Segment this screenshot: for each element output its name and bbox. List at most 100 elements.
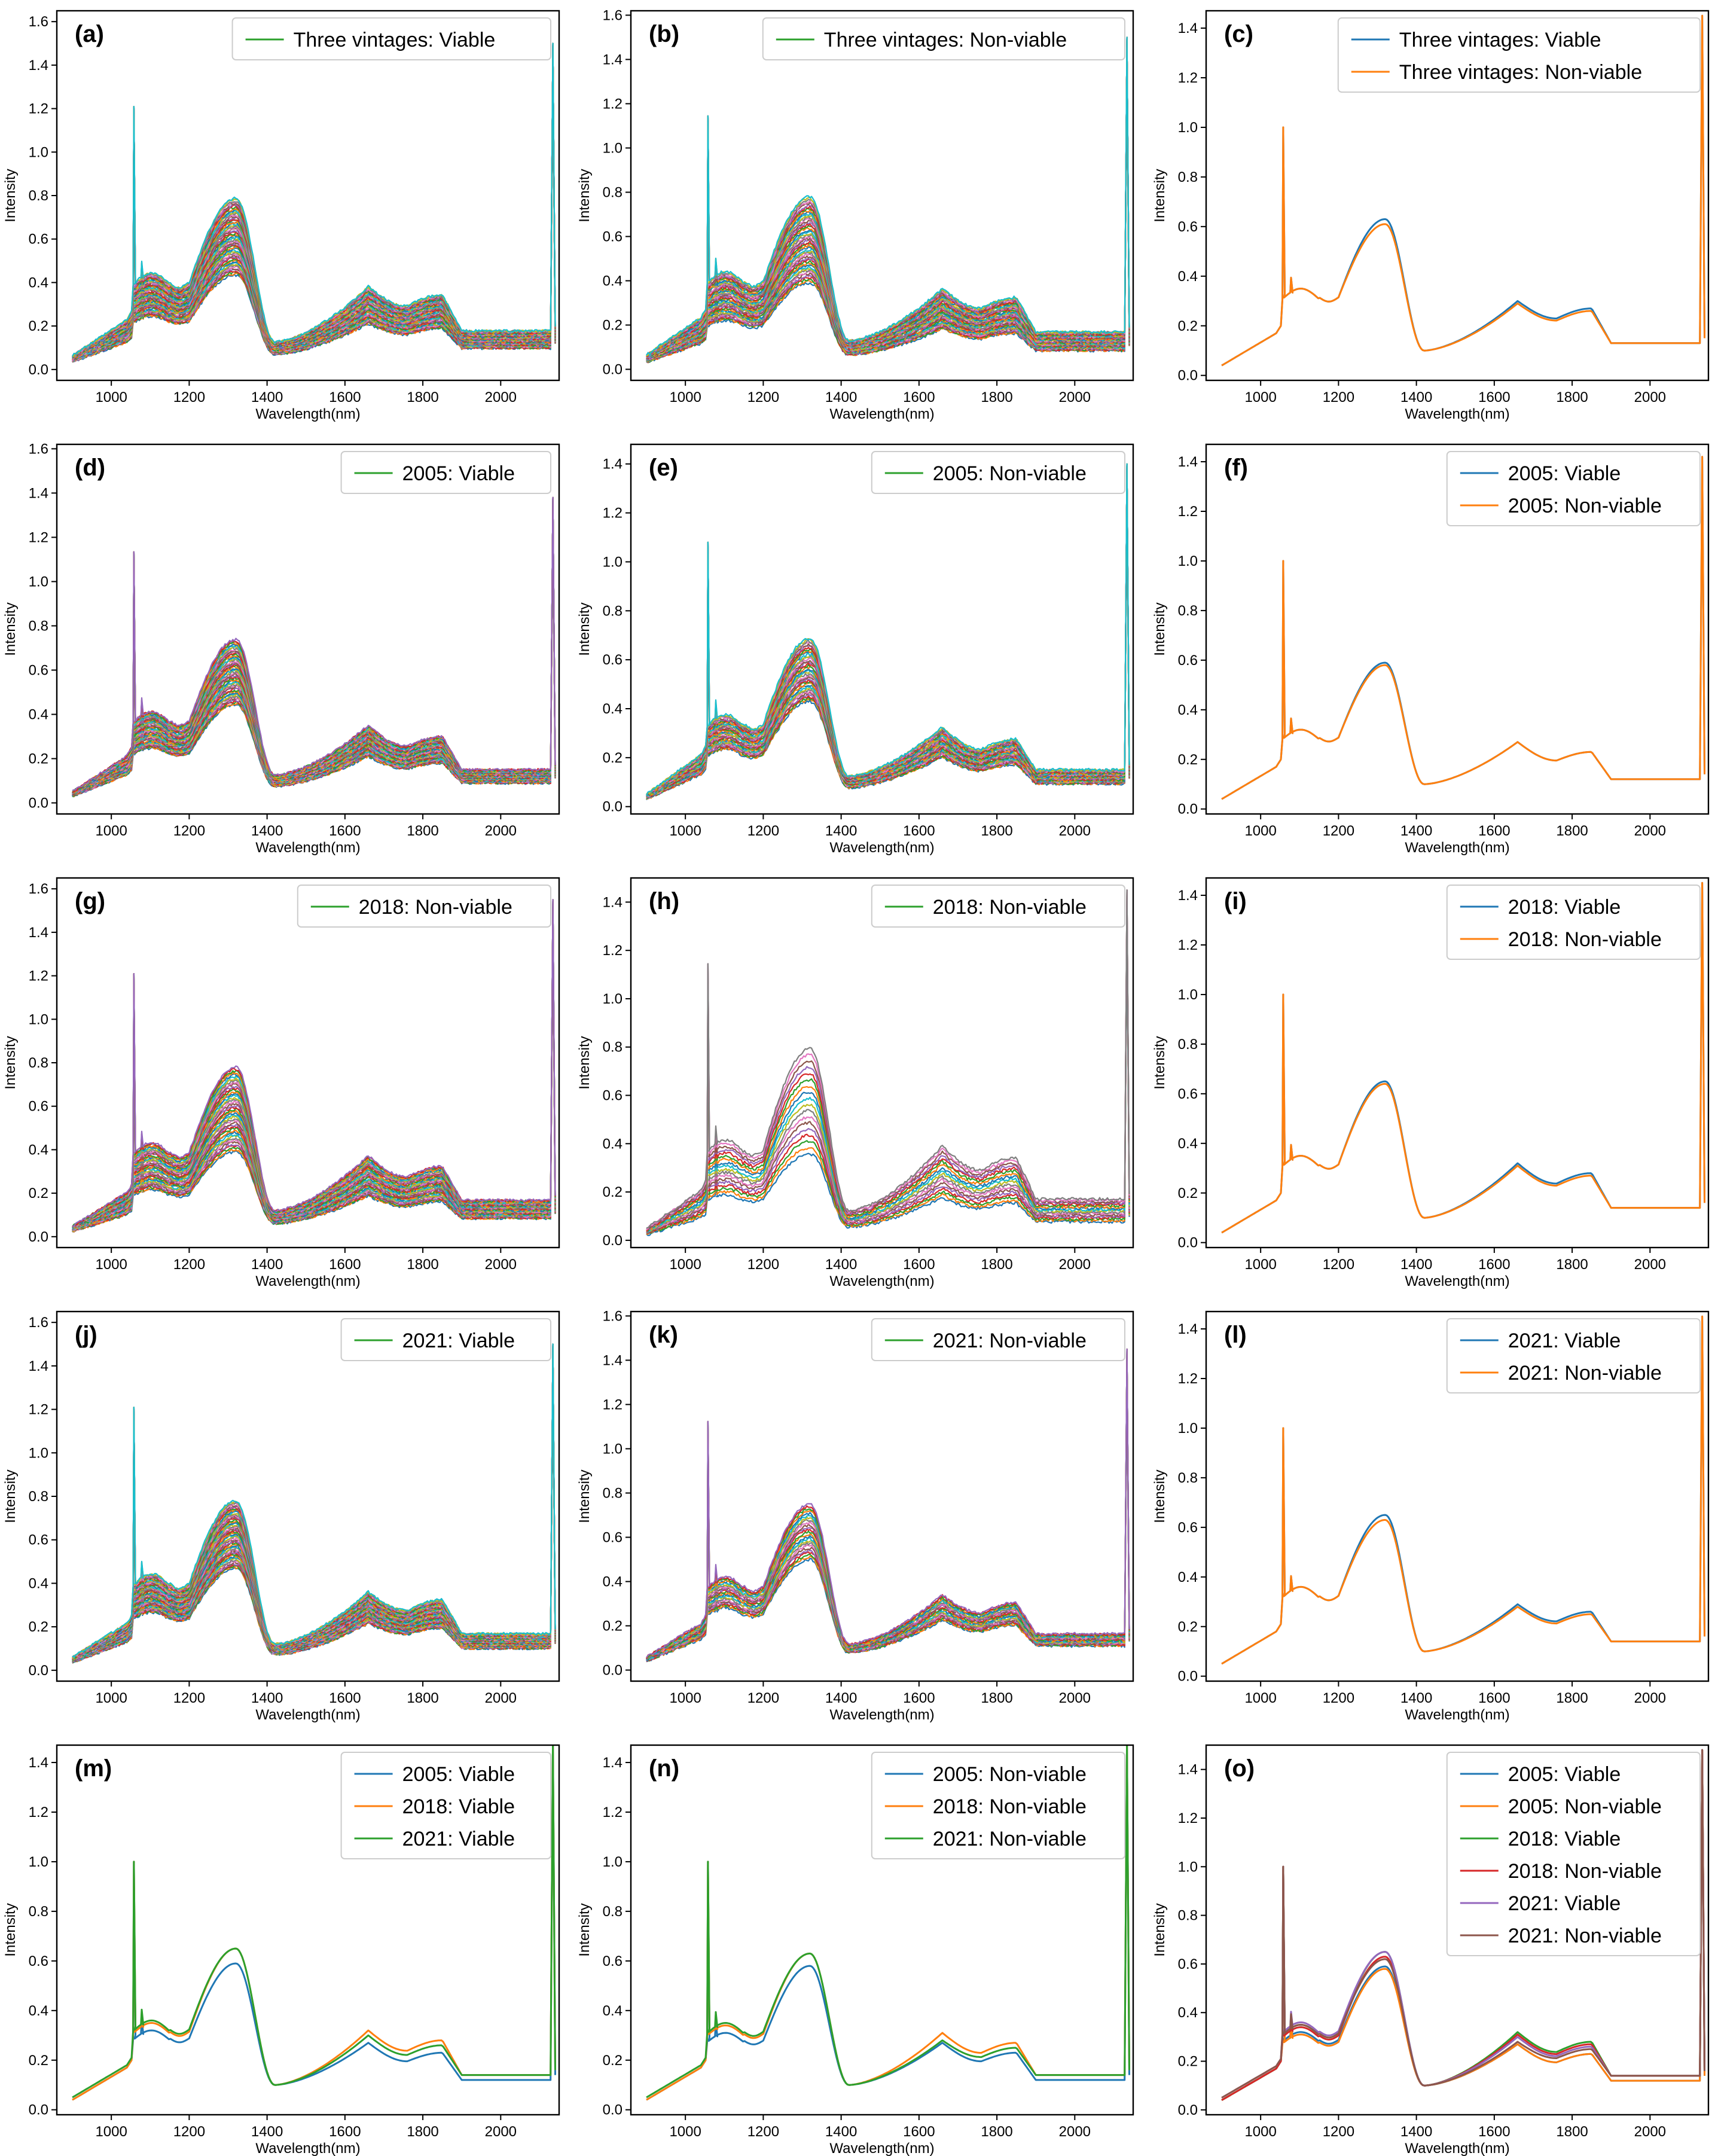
y-tick-label: 0.4 (29, 706, 48, 722)
x-tick-label: 1800 (407, 2124, 438, 2140)
y-tick-label: 0.2 (1178, 752, 1198, 768)
spectrum-line (646, 490, 1130, 799)
y-axis-label: Intensity (2, 1903, 19, 1956)
y-tick-label: 0.2 (29, 751, 48, 767)
y-tick-label: 0.4 (603, 1136, 622, 1152)
axes-frame (630, 10, 1134, 382)
y-tick-label: 0.4 (29, 1142, 48, 1158)
y-axis-label: Intensity (1152, 1903, 1168, 1956)
y-tick-label: 0.6 (29, 1099, 48, 1115)
y-tick-label: 0.6 (1178, 1956, 1198, 1972)
panel-c: 1000 1200 1400 1600 1800 2000 0.0 0.2 0.4 0.6 0.8 1… (1152, 10, 1710, 422)
x-axis-label: Wavelength(nm) (1405, 1273, 1509, 1289)
x-tick-label: 1000 (1244, 1257, 1276, 1273)
y-tick-label: 0.2 (29, 318, 48, 334)
x-tick-label: 1800 (981, 1690, 1012, 1706)
spectrum-line (72, 521, 556, 796)
y-tick-label: 0.2 (603, 1618, 622, 1634)
y-tick-label: 1.2 (1178, 1810, 1198, 1826)
panel-label: (b) (649, 21, 679, 47)
legend-entry: Three vintages: Non-viable (1399, 61, 1642, 84)
legend-entry: 2021: Viable (1508, 1329, 1621, 1352)
axes-frame (56, 1744, 560, 2116)
spectrum-line (72, 42, 556, 357)
x-axis-label: Wavelength(nm) (255, 840, 360, 856)
spectrum-line (646, 1348, 1130, 1659)
spectrum-line (72, 69, 556, 362)
spectrum-line (72, 519, 556, 795)
y-tick-label: 1.4 (603, 894, 622, 910)
legend-box (340, 451, 551, 494)
y-tick-label: 0.4 (29, 275, 48, 291)
spectrum-line (646, 472, 1130, 798)
legend: 2021: Non-viable (871, 1318, 1126, 1361)
series-line (646, 1745, 1130, 2099)
panel-n: 1000 1200 1400 1600 1800 2000 0.0 0.2 0.4 0.6 0.8 1… (576, 1744, 1134, 2156)
series-group (72, 899, 556, 1233)
y-tick-label: 0.4 (1178, 1569, 1198, 1585)
x-tick-label: 1200 (747, 823, 779, 839)
panel-label: (o) (1224, 1755, 1255, 1782)
spectrum-line (72, 1360, 556, 1660)
spectrum-line (646, 1374, 1130, 1661)
x-tick-label: 1400 (825, 1690, 857, 1706)
x-axis-label: Wavelength(nm) (255, 1273, 360, 1289)
y-axis-label: Intensity (1152, 1036, 1168, 1089)
spectrum-line (72, 1343, 556, 1658)
x-tick-label: 1200 (747, 2124, 779, 2140)
legend: 2021: Viable 2021: Non-viable (1446, 1318, 1701, 1393)
y-tick-label: 1.0 (603, 1441, 622, 1457)
legend: 2018: Non-viable (297, 885, 551, 928)
legend-box (297, 885, 551, 928)
spectrum-line (72, 1370, 556, 1661)
spectrum-line (646, 63, 1130, 362)
x-axis-label: Wavelength(nm) (829, 840, 934, 856)
spectrum-line (646, 917, 1130, 1236)
spectrum-line (72, 1370, 556, 1662)
panel-label: (f) (1224, 455, 1248, 481)
spectrum-line (72, 521, 556, 796)
x-tick-label: 1000 (95, 389, 127, 405)
spectrum-line (72, 521, 556, 798)
spectrum-line (646, 1348, 1130, 1660)
x-tick-label: 1600 (329, 1257, 361, 1273)
spectrum-line (72, 1370, 556, 1663)
x-axis-label: Wavelength(nm) (1405, 406, 1509, 422)
panel-label: (d) (75, 455, 105, 481)
x-tick-label: 1400 (825, 823, 857, 839)
x-tick-label: 1400 (251, 2124, 283, 2140)
y-tick-label: 0.0 (29, 795, 48, 811)
legend-box (762, 17, 1126, 60)
spectrum-line (72, 521, 556, 795)
legend-box (871, 1318, 1126, 1361)
spectrum-line (646, 1374, 1130, 1663)
series-group (1221, 882, 1705, 1234)
spectrum-line (646, 36, 1130, 356)
spectrum-line (72, 1370, 556, 1663)
y-axis-label: Intensity (576, 1036, 593, 1089)
spectrum-line (72, 1370, 556, 1661)
x-tick-label: 1400 (1400, 2124, 1432, 2140)
y-tick-label: 0.2 (603, 2053, 622, 2069)
x-tick-label: 1400 (1400, 823, 1432, 839)
y-tick-label: 1.0 (1178, 553, 1198, 569)
spectrum-line (72, 1363, 556, 1662)
spectrum-line (646, 1348, 1130, 1660)
panel-g: 1000 1200 1400 1600 1800 2000 0.0 0.2 0.4 0.6 0.8 1… (2, 877, 560, 1289)
spectrum-line (646, 1348, 1130, 1659)
y-tick-label: 0.0 (603, 799, 622, 815)
x-tick-label: 1000 (1244, 1690, 1276, 1706)
spectrum-line (72, 521, 556, 797)
panel-f: 1000 1200 1400 1600 1800 2000 0.0 0.2 0.4 0.6 0.8 1… (1152, 443, 1710, 856)
y-tick-label: 1.6 (29, 881, 48, 897)
y-tick-label: 0.8 (603, 603, 622, 619)
panel-m: 1000 1200 1400 1600 1800 2000 0.0 0.2 0.4 0.6 0.8 1… (2, 1744, 560, 2156)
series-group (646, 463, 1130, 800)
y-tick-label: 0.8 (1178, 603, 1198, 619)
x-tick-label: 1600 (1478, 823, 1510, 839)
legend-box (231, 17, 552, 60)
y-tick-label: 1.2 (29, 968, 48, 984)
legend-box (1337, 17, 1701, 93)
y-tick-label: 1.4 (603, 1755, 622, 1771)
